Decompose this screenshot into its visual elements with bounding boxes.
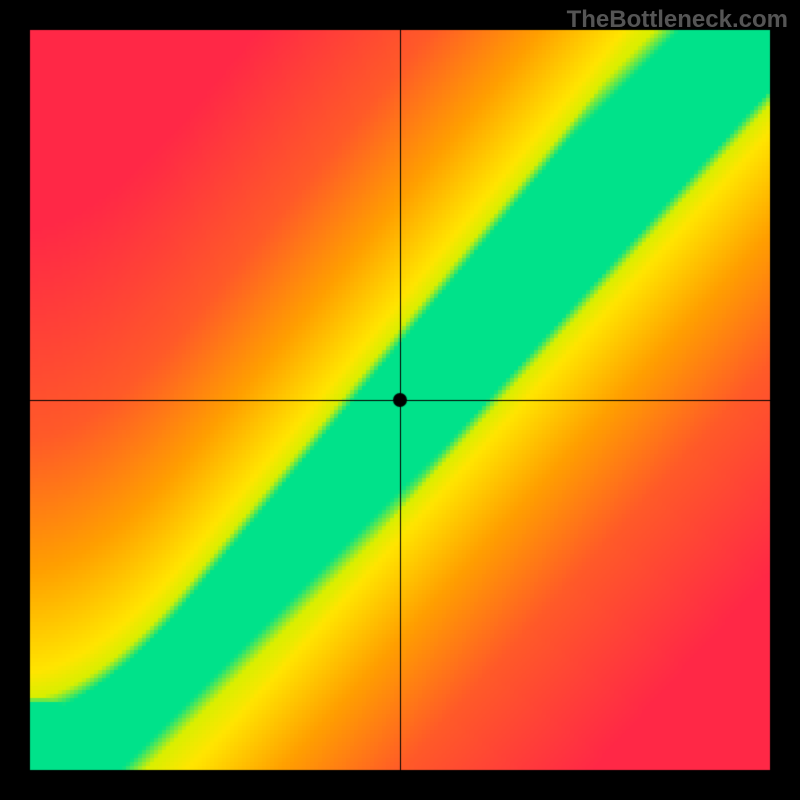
watermark-text: TheBottleneck.com: [567, 6, 788, 34]
chart-container: TheBottleneck.com: [0, 0, 800, 800]
bottleneck-heatmap: [0, 0, 800, 800]
